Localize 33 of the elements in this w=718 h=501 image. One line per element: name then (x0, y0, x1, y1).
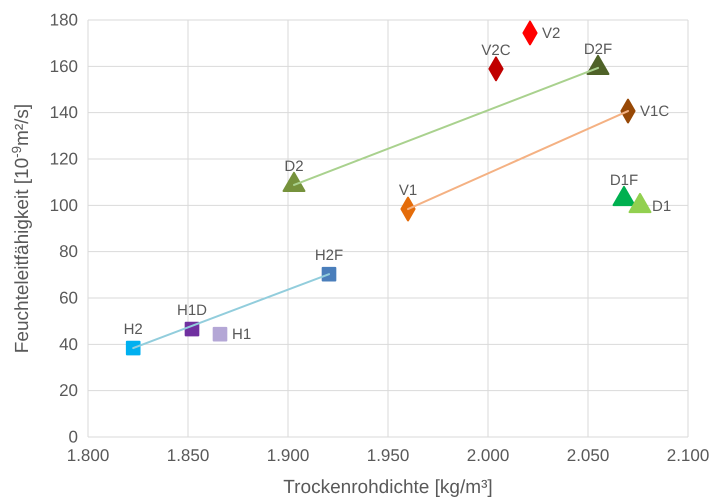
y-tick-label: 20 (59, 381, 78, 400)
x-tick-label: 2.100 (666, 446, 710, 466)
y-tick-label: 120 (50, 149, 78, 168)
x-axis-title: Trockenrohdichte [kg/m³] (283, 477, 493, 498)
y-tick-label: 160 (50, 56, 78, 76)
y-tick-label: 0 (68, 427, 78, 446)
series-label: D1 (652, 198, 672, 216)
point (212, 326, 228, 342)
y-tick-label: 80 (59, 242, 78, 262)
x-tick-label: 1.800 (66, 446, 110, 466)
series-label: D2 (284, 158, 304, 175)
y-tick-label: 60 (59, 288, 78, 308)
point (322, 266, 336, 282)
y-tick-label: 100 (50, 196, 78, 215)
series-label: V2C (481, 42, 511, 59)
series-label: V2 (542, 24, 560, 42)
y-tick-label: 40 (59, 334, 78, 354)
series-label: H2F (314, 247, 344, 264)
x-tick-label: 2.000 (466, 446, 510, 466)
x-tick-label: 1.900 (266, 446, 310, 466)
series-label: H1 (232, 326, 252, 344)
point (126, 340, 141, 356)
x-tick-label: 2.050 (566, 446, 610, 466)
series-label: H1D (176, 302, 208, 320)
y-tick-label: 180 (50, 10, 78, 30)
x-tick-label: 1.850 (166, 446, 210, 466)
series-label: D1F (610, 172, 638, 190)
series-label: V1C (640, 103, 670, 120)
y-tick-label: 140 (50, 103, 78, 122)
series-label: V1 (398, 182, 418, 200)
series-label: D2F (584, 40, 612, 58)
series-label: H2 (124, 321, 143, 338)
x-tick-label: 1.950 (366, 446, 410, 466)
